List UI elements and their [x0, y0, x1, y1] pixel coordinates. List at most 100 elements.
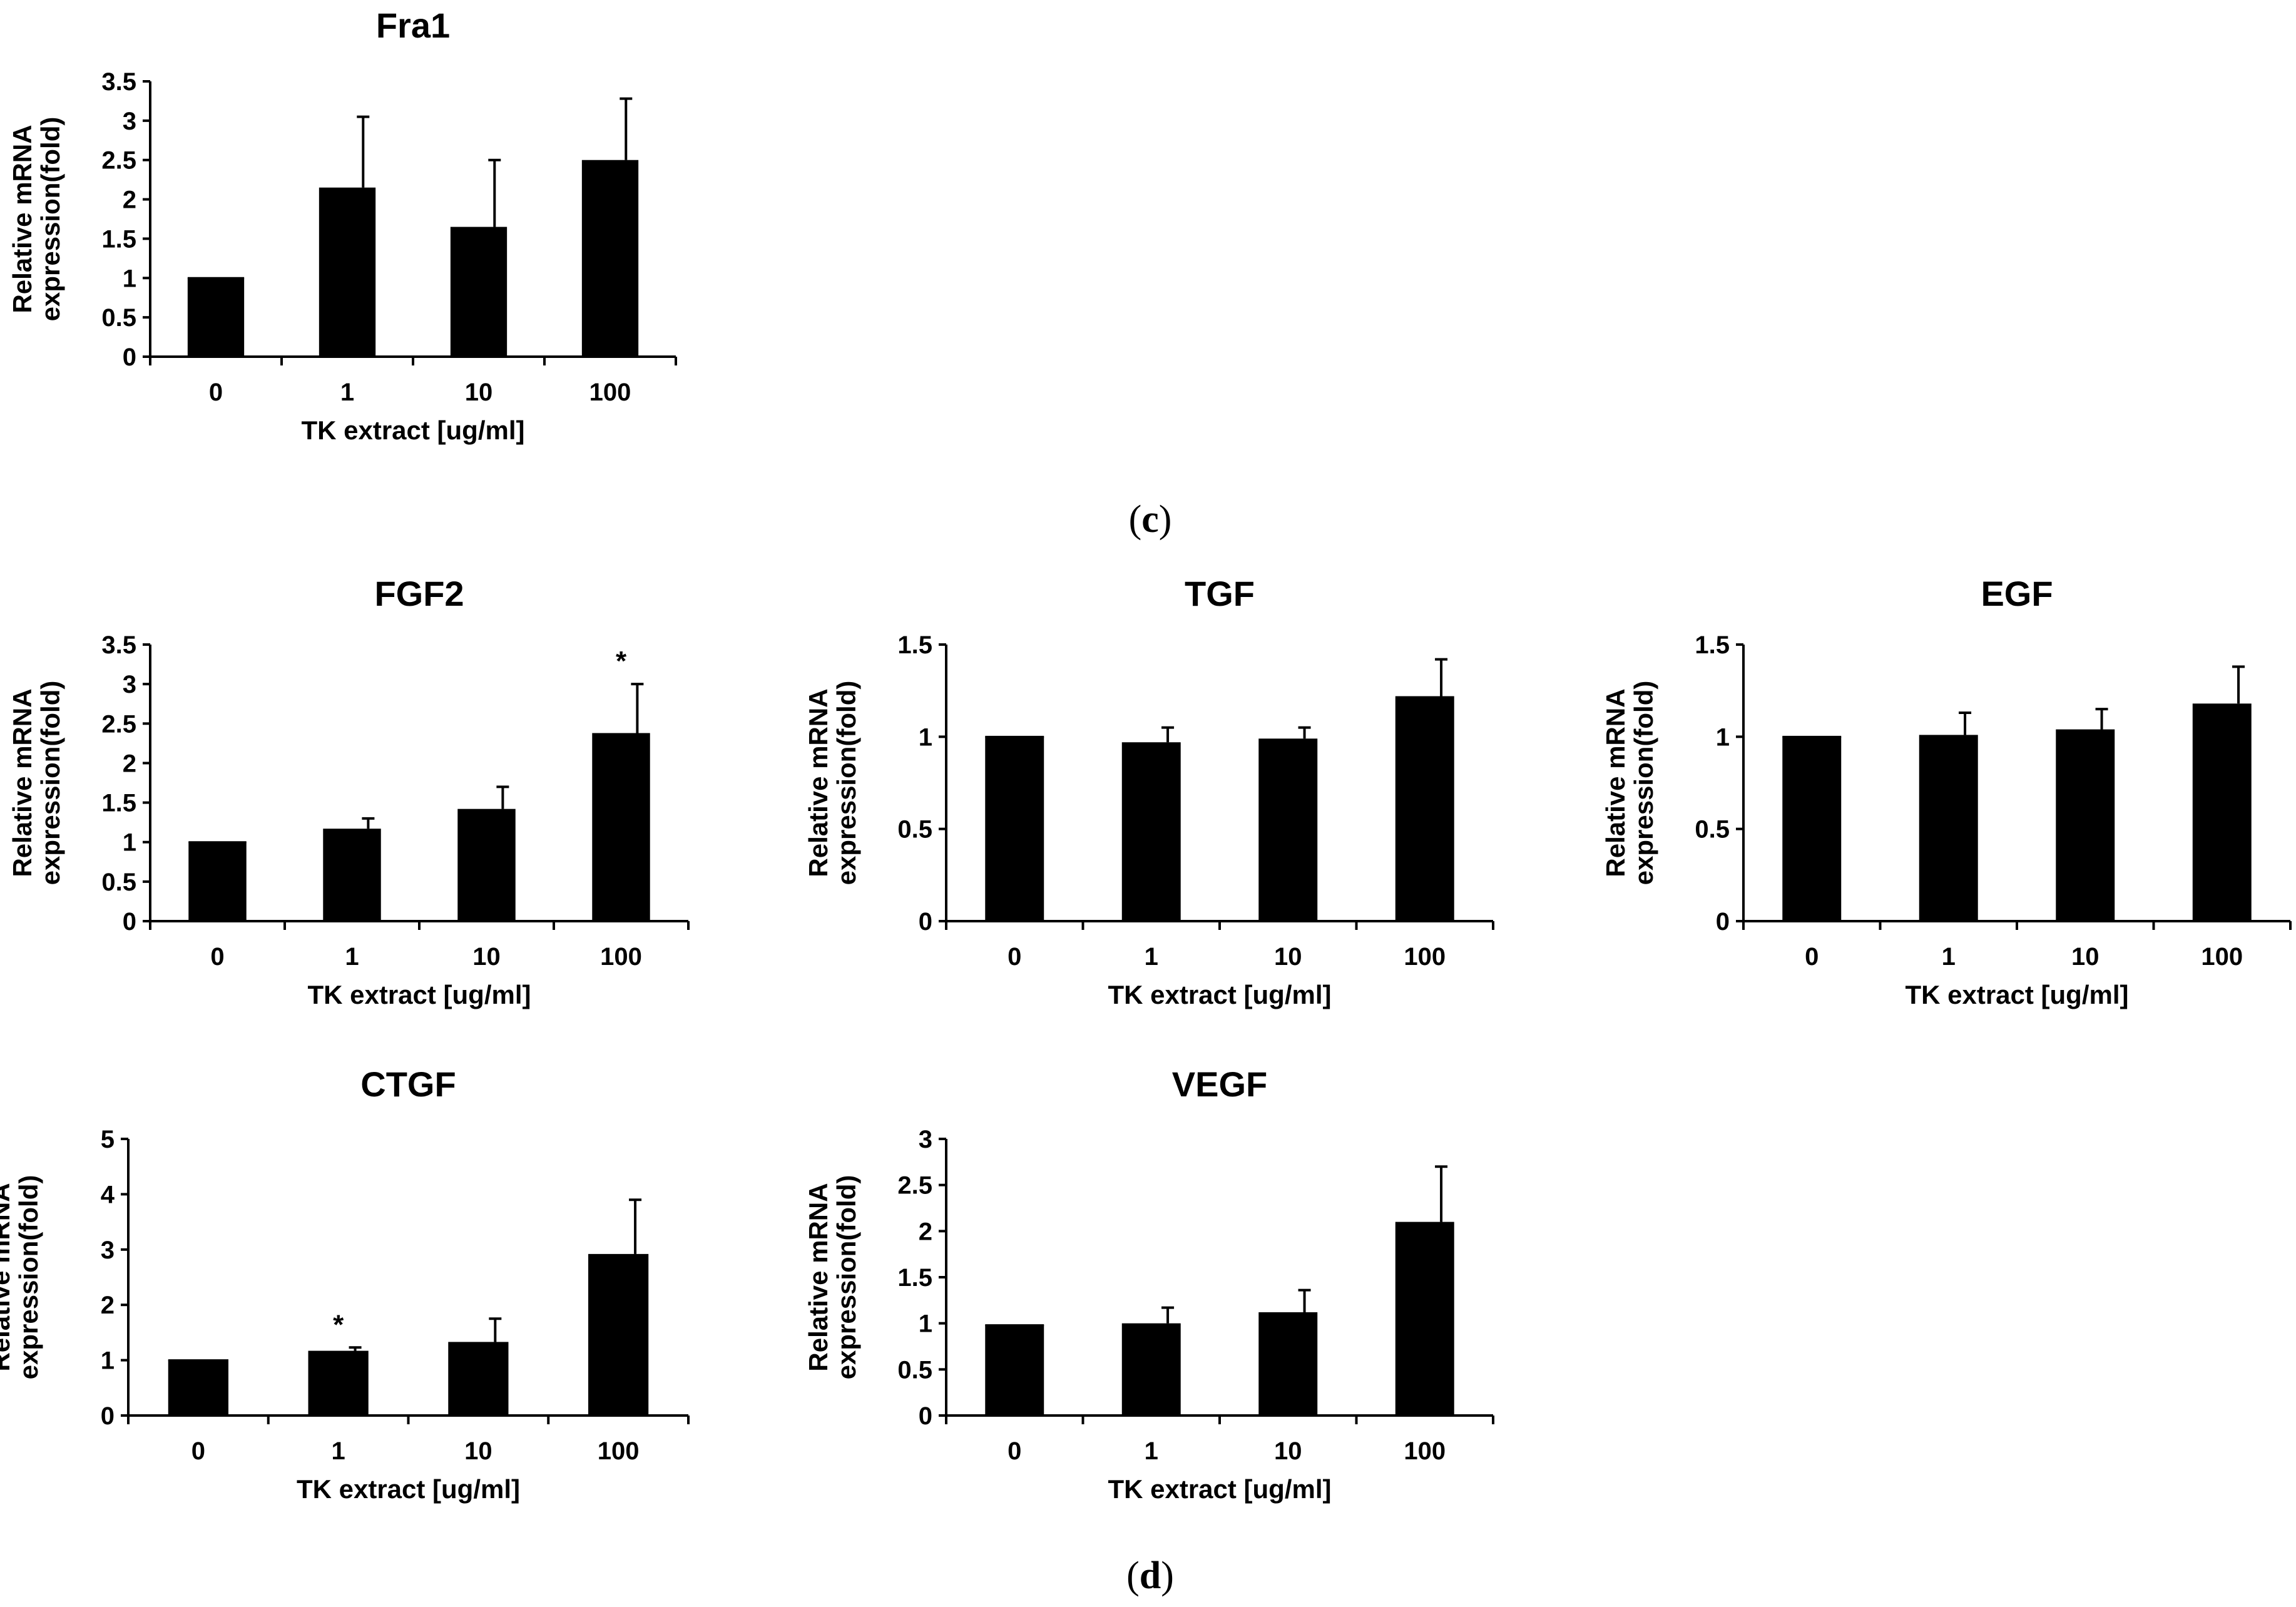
y-tick-label: 2.5	[897, 1172, 932, 1200]
chart-title: FGF2	[374, 574, 464, 613]
chart-title: EGF	[1981, 574, 2053, 613]
y-tick-label: 3	[919, 1126, 932, 1153]
bar-10	[457, 809, 516, 921]
y-tick-label: 1	[919, 723, 932, 751]
bar-100	[581, 160, 639, 357]
y-tick-label: 2.5	[101, 710, 136, 738]
chart-ctgf: CTGF * 0 1 2 3 4 5 0 1 10 100 TK extract [ug/ml] Rela…	[0, 1064, 690, 1504]
chart-egf: EGF 0 0.5 1 1.5 0 1 10 100 TK extract [ug/ml] Rela…	[1601, 574, 2292, 1009]
y-tick-label: 1	[101, 1347, 115, 1375]
chart-title: TGF	[1185, 574, 1255, 613]
x-tick-label: 10	[1274, 1437, 1302, 1465]
y-axis-label-line-1: Relative mRNA	[0, 1183, 15, 1371]
x-tick-label: 100	[600, 943, 642, 971]
panel-label-d: (d)	[1126, 1554, 1174, 1597]
bar-0	[985, 737, 1044, 921]
x-tick-label: 100	[2201, 943, 2243, 971]
x-tick-label: 1	[345, 943, 359, 971]
y-tick-label: 2	[919, 1218, 932, 1245]
x-tick-label: 0	[1008, 1437, 1021, 1465]
bar-0	[168, 1360, 228, 1416]
y-tick-label: 0.5	[101, 869, 136, 896]
y-tick-label: 1	[919, 1310, 932, 1338]
y-axis-label-line-2: expression(fold)	[1629, 681, 1658, 885]
x-tick-label: 100	[598, 1437, 640, 1465]
y-tick-label: 1	[1716, 723, 1730, 751]
bar-100	[592, 733, 650, 921]
x-tick-label: 100	[589, 379, 631, 406]
x-axis-label: TK extract [ug/ml]	[307, 980, 531, 1009]
bar-10	[450, 227, 508, 357]
x-axis-label: TK extract [ug/ml]	[297, 1474, 520, 1504]
bar-0	[187, 278, 245, 357]
y-tick-label: 2	[123, 750, 136, 777]
y-tick-label: 1.5	[1695, 631, 1730, 659]
y-tick-label: 3.5	[101, 68, 136, 96]
x-tick-label: 10	[472, 943, 501, 971]
x-axis-label: TK extract [ug/ml]	[1905, 980, 2128, 1009]
x-tick-label: 1	[1942, 943, 1956, 971]
y-tick-label: 1.5	[897, 631, 932, 659]
y-tick-label: 1.5	[897, 1264, 932, 1292]
x-tick-label: 10	[465, 379, 493, 406]
panel-label-c: (c)	[1129, 498, 1172, 541]
y-axis-label-line-1: Relative mRNA	[804, 1183, 833, 1371]
y-tick-label: 4	[101, 1181, 115, 1208]
bar-100	[1395, 696, 1454, 921]
bar-1	[323, 829, 381, 921]
y-tick-label: 0.5	[101, 304, 136, 332]
x-tick-label: 10	[2071, 943, 2100, 971]
bar-10	[2056, 729, 2115, 921]
bar-0	[1782, 737, 1842, 921]
y-axis-label-line-2: expression(fold)	[36, 117, 65, 322]
bar-0	[985, 1325, 1044, 1416]
y-tick-label: 0	[919, 1402, 932, 1430]
x-tick-label: 1	[1145, 1437, 1158, 1465]
y-tick-label: 0.5	[897, 1356, 932, 1384]
x-tick-label: 1	[1145, 943, 1158, 971]
x-tick-label: 0	[191, 1437, 205, 1465]
chart-tgf: TGF 0 0.5 1 1.5 0 1 10 100 TK extract [ug/ml] Rela…	[804, 574, 1494, 1009]
significance-marker: *	[616, 646, 627, 676]
bar-0	[188, 842, 247, 921]
bar-1	[319, 187, 376, 357]
y-tick-label: 0.5	[1695, 816, 1730, 844]
y-axis-label-line-1: Relative mRNA	[1601, 688, 1630, 877]
y-tick-label: 0	[1716, 908, 1730, 936]
panel-label-c-letter: c	[1141, 498, 1159, 541]
y-tick-label: 1.5	[101, 790, 136, 817]
significance-marker: *	[333, 1309, 344, 1340]
y-axis-label-line-2: expression(fold)	[14, 1175, 43, 1380]
y-axis-label-line-1: Relative mRNA	[8, 688, 37, 877]
x-tick-label: 1	[340, 379, 354, 406]
y-tick-label: 0	[123, 908, 136, 936]
bar-1	[1919, 735, 1978, 921]
chart-vegf: VEGF 0 0.5 1 1.5 2 2.5 3 0 1 10 100 TK extract [ug/m…	[804, 1064, 1494, 1504]
y-tick-label: 2	[123, 186, 136, 214]
x-tick-label: 0	[210, 943, 224, 971]
y-tick-label: 0	[101, 1402, 115, 1430]
y-tick-label: 3.5	[101, 631, 136, 659]
x-tick-label: 10	[464, 1437, 492, 1465]
y-tick-label: 3	[101, 1237, 115, 1264]
bar-10	[1258, 1312, 1318, 1416]
y-tick-label: 5	[101, 1126, 115, 1153]
panel-label-d-letter: d	[1140, 1554, 1161, 1597]
y-tick-label: 2	[101, 1292, 115, 1319]
bar-10	[448, 1342, 509, 1416]
x-tick-label: 0	[209, 379, 223, 406]
bar-1	[308, 1350, 369, 1416]
bar-1	[1121, 1323, 1181, 1416]
x-tick-label: 0	[1805, 943, 1819, 971]
bar-100	[1395, 1222, 1454, 1416]
chart-title: CTGF	[360, 1064, 456, 1104]
bar-10	[1258, 738, 1318, 921]
chart-fgf2: FGF2 * 0 0.5 1 1.5 2 2.5 3 3.5 0 1 10 100 TK extract […	[8, 574, 690, 1009]
y-tick-label: 3	[123, 671, 136, 698]
y-tick-label: 0	[123, 344, 136, 371]
y-axis-label-line-2: expression(fold)	[832, 1175, 861, 1380]
chart-title: Fra1	[376, 6, 450, 45]
x-axis-label: TK extract [ug/ml]	[1108, 1474, 1331, 1504]
x-tick-label: 10	[1274, 943, 1302, 971]
